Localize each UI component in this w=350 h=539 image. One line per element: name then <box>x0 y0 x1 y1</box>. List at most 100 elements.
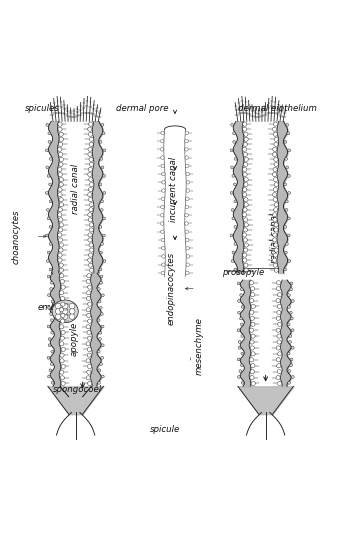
Text: endopinacocytes: endopinacocytes <box>167 252 176 325</box>
Circle shape <box>58 253 62 257</box>
Circle shape <box>291 329 294 331</box>
Circle shape <box>61 313 65 317</box>
Circle shape <box>288 382 290 384</box>
Circle shape <box>162 189 165 192</box>
Circle shape <box>231 123 233 126</box>
Circle shape <box>60 370 64 374</box>
Circle shape <box>51 382 54 384</box>
Circle shape <box>237 358 240 361</box>
Circle shape <box>250 328 254 332</box>
Circle shape <box>277 370 281 374</box>
Circle shape <box>59 198 63 202</box>
Circle shape <box>291 347 294 349</box>
Circle shape <box>49 200 52 203</box>
Circle shape <box>60 336 64 340</box>
Circle shape <box>49 225 52 229</box>
Circle shape <box>97 319 100 322</box>
Circle shape <box>289 311 292 314</box>
Circle shape <box>88 152 92 156</box>
Circle shape <box>250 376 254 379</box>
Circle shape <box>58 127 62 132</box>
Circle shape <box>233 183 236 186</box>
Circle shape <box>243 147 247 151</box>
Circle shape <box>274 203 278 207</box>
Circle shape <box>69 303 75 309</box>
Circle shape <box>234 243 237 245</box>
Circle shape <box>276 376 280 379</box>
Circle shape <box>238 347 241 349</box>
Circle shape <box>86 279 90 284</box>
Circle shape <box>89 248 93 252</box>
Circle shape <box>47 175 50 177</box>
Circle shape <box>47 209 49 211</box>
Circle shape <box>50 319 53 322</box>
Circle shape <box>186 197 189 201</box>
Circle shape <box>243 258 247 262</box>
Circle shape <box>243 208 247 212</box>
Circle shape <box>87 313 91 317</box>
Circle shape <box>88 168 92 171</box>
Circle shape <box>251 293 255 296</box>
Circle shape <box>243 238 247 242</box>
Circle shape <box>48 306 50 309</box>
Circle shape <box>234 268 237 271</box>
Circle shape <box>238 300 240 302</box>
Circle shape <box>161 230 164 233</box>
Circle shape <box>160 213 164 217</box>
Circle shape <box>278 382 282 385</box>
Circle shape <box>100 209 103 211</box>
Circle shape <box>287 294 290 296</box>
Circle shape <box>239 370 242 372</box>
Circle shape <box>284 183 287 186</box>
Circle shape <box>58 192 62 197</box>
Circle shape <box>103 149 106 152</box>
Circle shape <box>60 274 64 278</box>
Circle shape <box>99 141 102 143</box>
Circle shape <box>60 353 64 357</box>
Circle shape <box>288 149 290 152</box>
Circle shape <box>161 197 165 201</box>
Circle shape <box>161 238 164 241</box>
Circle shape <box>103 175 106 177</box>
Circle shape <box>230 191 233 194</box>
Circle shape <box>47 275 50 278</box>
Circle shape <box>49 369 52 372</box>
Circle shape <box>244 248 248 252</box>
Circle shape <box>58 172 62 177</box>
Text: mesenchyme: mesenchyme <box>195 317 204 375</box>
Circle shape <box>89 203 93 207</box>
Circle shape <box>240 294 243 296</box>
Circle shape <box>290 358 293 361</box>
Circle shape <box>273 188 278 192</box>
Circle shape <box>60 223 64 227</box>
Circle shape <box>98 382 100 384</box>
Circle shape <box>186 189 190 192</box>
Circle shape <box>89 157 93 162</box>
Circle shape <box>273 152 277 156</box>
Circle shape <box>102 132 105 135</box>
Circle shape <box>86 308 90 312</box>
Circle shape <box>243 152 247 156</box>
Circle shape <box>277 310 281 314</box>
Circle shape <box>101 325 104 328</box>
Circle shape <box>251 382 255 385</box>
Text: apopyle: apopyle <box>69 322 78 356</box>
Circle shape <box>100 363 103 365</box>
Circle shape <box>88 192 92 197</box>
Circle shape <box>102 344 104 347</box>
Circle shape <box>240 317 243 320</box>
Circle shape <box>244 223 248 227</box>
Circle shape <box>286 166 289 169</box>
Circle shape <box>88 238 92 242</box>
Circle shape <box>58 142 63 147</box>
Circle shape <box>59 137 63 141</box>
Circle shape <box>60 376 64 380</box>
Circle shape <box>289 341 292 343</box>
Circle shape <box>101 200 104 203</box>
Circle shape <box>50 281 53 284</box>
Circle shape <box>61 296 65 301</box>
Circle shape <box>55 314 61 319</box>
Circle shape <box>243 122 247 126</box>
Circle shape <box>274 162 278 167</box>
Circle shape <box>59 263 63 267</box>
